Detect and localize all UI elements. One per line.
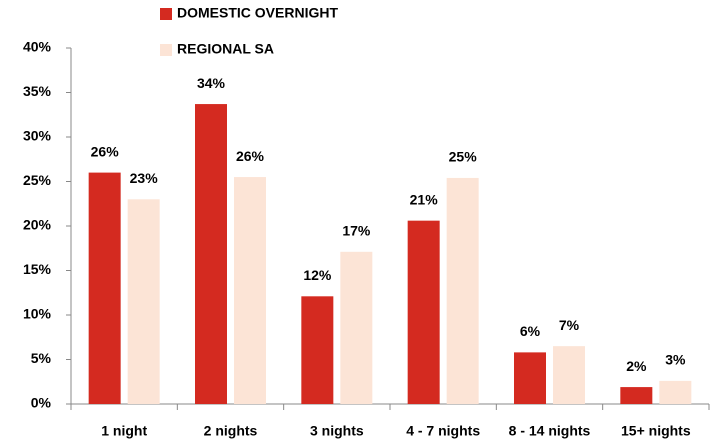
x-tick-label: 1 night [101,423,147,439]
legend-swatch [160,44,172,56]
y-tick-label: 40% [23,39,52,55]
y-tick-label: 25% [23,172,52,188]
bar [407,220,440,404]
y-tick-label: 0% [31,395,52,411]
bar [195,104,227,404]
y-tick-label: 15% [23,261,52,277]
y-tick-label: 35% [23,83,52,99]
bar [446,177,479,404]
data-label: 17% [342,223,371,239]
data-label: 26% [91,143,120,159]
bar [553,346,585,404]
x-tick-label: 4 - 7 nights [406,423,480,439]
bar [340,251,373,404]
data-label: 26% [236,148,265,164]
legend-swatch [160,8,172,20]
data-label: 23% [130,170,159,186]
data-label: 7% [559,317,580,333]
data-label: 34% [197,75,226,91]
x-tick-label: 15+ nights [621,423,691,439]
data-label: 3% [665,352,686,368]
x-tick-label: 3 nights [310,423,364,439]
y-tick-label: 10% [23,306,52,322]
x-tick-label: 2 nights [204,423,258,439]
data-label: 25% [449,149,478,165]
bar [301,296,334,404]
y-tick-label: 5% [31,350,52,366]
y-tick-label: 20% [23,217,52,233]
legend-label: DOMESTIC OVERNIGHT [177,5,338,21]
data-label: 2% [626,358,647,374]
data-label: 21% [410,191,439,207]
bar [659,380,692,404]
bar [514,352,546,404]
data-label: 6% [520,323,541,339]
bar [127,199,160,404]
x-tick-label: 8 - 14 nights [509,423,591,439]
bar [620,387,653,404]
bar [88,172,121,404]
bar [234,177,266,404]
data-label: 12% [303,267,332,283]
legend-label: REGIONAL SA [177,41,274,57]
y-tick-label: 30% [23,128,52,144]
